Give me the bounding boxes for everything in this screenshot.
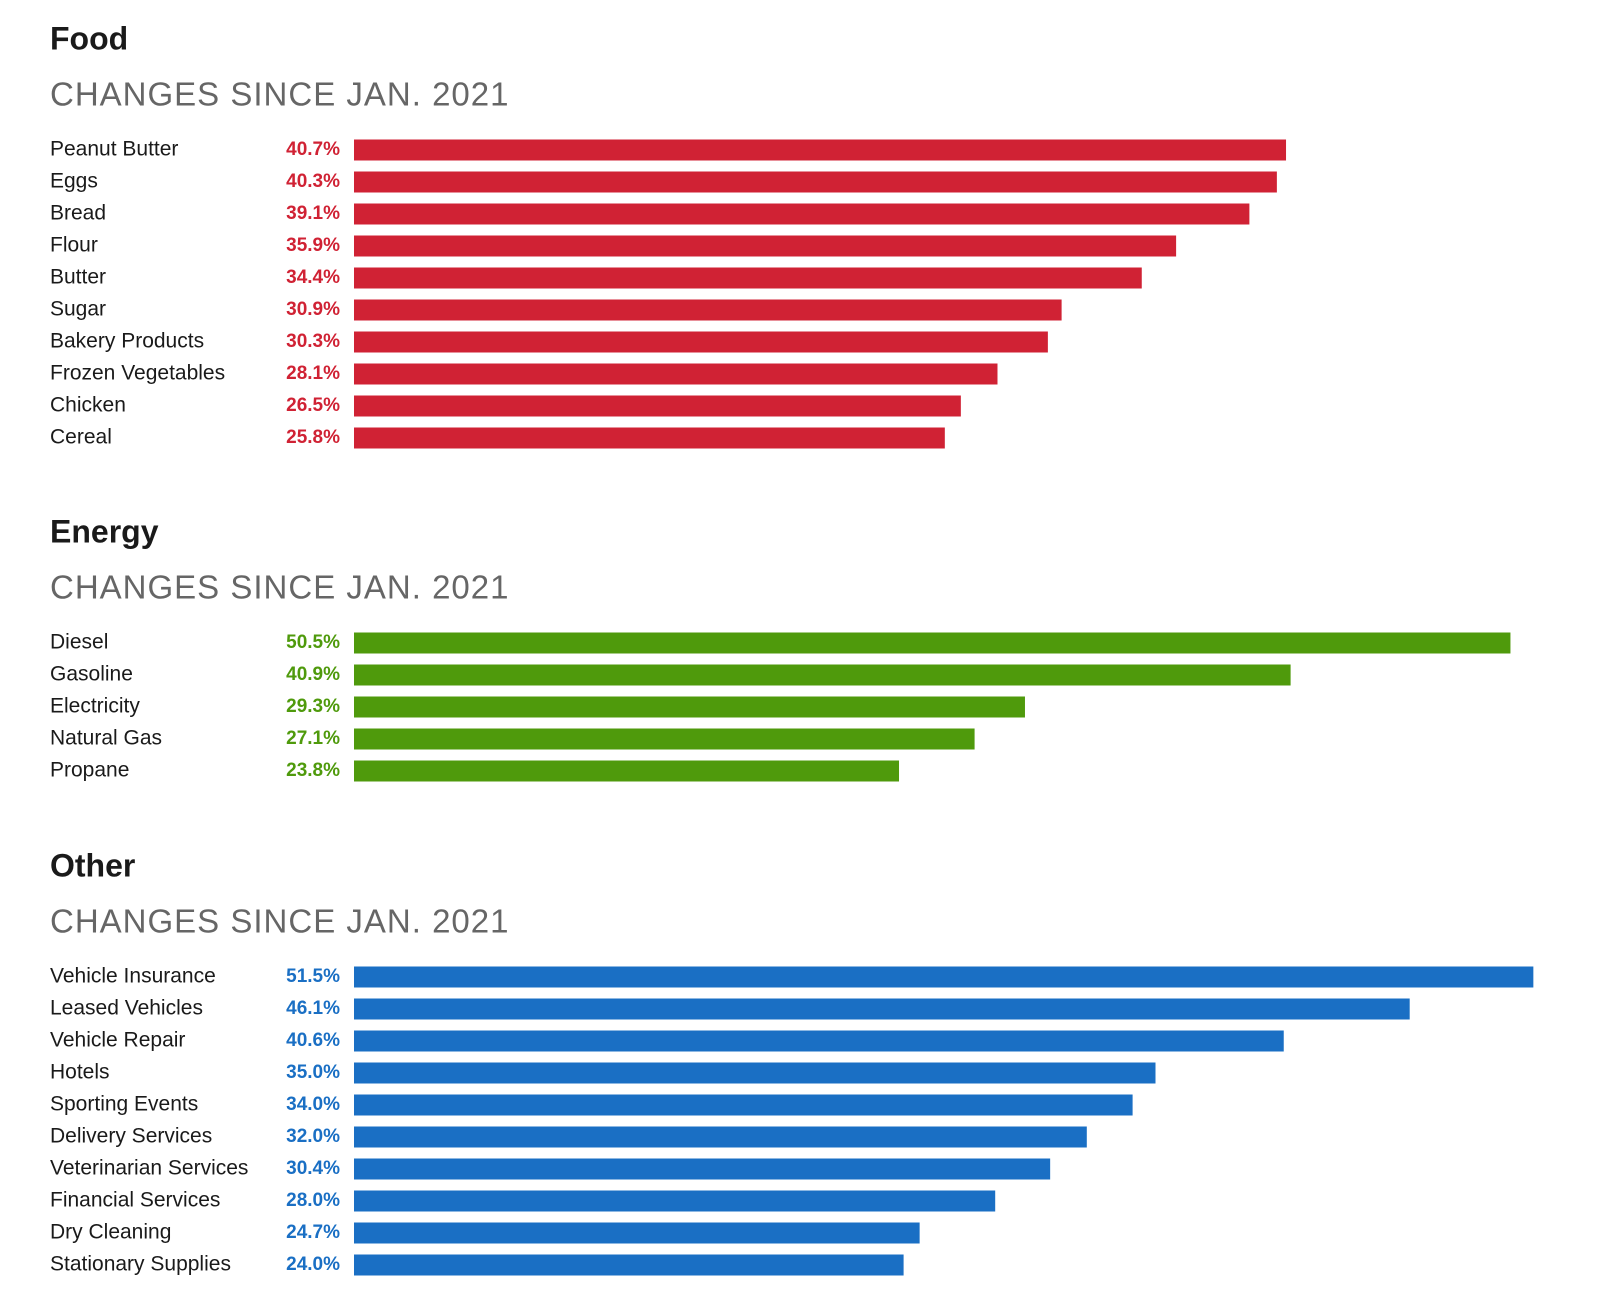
- bar: [354, 331, 1048, 353]
- value-label: 35.9%: [286, 235, 340, 256]
- category-label: Peanut Butter: [50, 138, 178, 161]
- value-label: 24.7%: [286, 1222, 340, 1243]
- category-label: Frozen Vegetables: [50, 362, 225, 385]
- value-label: 30.4%: [286, 1158, 340, 1179]
- bar: [354, 267, 1142, 289]
- bar: [354, 171, 1277, 193]
- category-label: Flour: [50, 234, 98, 257]
- chart-title: Energy: [50, 513, 159, 549]
- value-label: 32.0%: [286, 1126, 340, 1147]
- bar: [354, 1062, 1156, 1084]
- category-label: Gasoline: [50, 663, 133, 686]
- bar: [354, 299, 1062, 321]
- value-label: 40.7%: [286, 139, 340, 160]
- category-label: Financial Services: [50, 1189, 220, 1212]
- category-label: Chicken: [50, 394, 126, 417]
- value-label: 26.5%: [286, 395, 340, 416]
- category-label: Natural Gas: [50, 727, 162, 750]
- category-label: Electricity: [50, 695, 140, 718]
- value-label: 30.9%: [286, 299, 340, 320]
- bar: [354, 1222, 920, 1244]
- bar: [354, 1190, 996, 1212]
- value-label: 28.0%: [286, 1190, 340, 1211]
- value-label: 23.8%: [286, 760, 340, 781]
- bar: [354, 1030, 1284, 1052]
- category-label: Cereal: [50, 426, 112, 449]
- category-label: Propane: [50, 759, 129, 782]
- bar: [354, 1126, 1087, 1148]
- value-label: 46.1%: [286, 998, 340, 1019]
- chart-title: Food: [50, 20, 128, 56]
- category-label: Vehicle Repair: [50, 1029, 185, 1052]
- bar: [354, 427, 945, 449]
- category-label: Sporting Events: [50, 1093, 198, 1116]
- category-label: Stationary Supplies: [50, 1253, 231, 1276]
- value-label: 40.9%: [286, 664, 340, 685]
- bar: [354, 203, 1250, 225]
- bar: [354, 664, 1291, 686]
- category-label: Veterinarian Services: [50, 1157, 248, 1180]
- value-label: 34.4%: [286, 267, 340, 288]
- category-label: Bakery Products: [50, 330, 204, 353]
- bar: [354, 1158, 1051, 1180]
- chart-subtitle: CHANGES SINCE JAN. 2021: [50, 903, 509, 940]
- bar: [354, 363, 998, 385]
- value-label: 35.0%: [286, 1062, 340, 1083]
- category-label: Diesel: [50, 631, 108, 654]
- value-label: 30.3%: [286, 331, 340, 352]
- chart-title: Other: [50, 847, 135, 883]
- value-label: 28.1%: [286, 363, 340, 384]
- bar: [354, 139, 1287, 161]
- value-label: 51.5%: [286, 966, 340, 987]
- chart-subtitle: CHANGES SINCE JAN. 2021: [50, 569, 509, 606]
- bar: [354, 1094, 1133, 1116]
- value-label: 39.1%: [286, 203, 340, 224]
- value-label: 50.5%: [286, 632, 340, 653]
- value-label: 40.3%: [286, 171, 340, 192]
- bar: [354, 1254, 904, 1276]
- value-label: 40.6%: [286, 1030, 340, 1051]
- bar: [354, 966, 1534, 988]
- bar: [354, 632, 1511, 654]
- category-label: Dry Cleaning: [50, 1221, 171, 1244]
- category-label: Bread: [50, 202, 106, 225]
- value-label: 29.3%: [286, 696, 340, 717]
- chart-subtitle: CHANGES SINCE JAN. 2021: [50, 76, 509, 113]
- value-label: 27.1%: [286, 728, 340, 749]
- value-label: 34.0%: [286, 1094, 340, 1115]
- bar: [354, 235, 1177, 257]
- bar: [354, 395, 961, 417]
- bar: [354, 760, 900, 782]
- category-label: Butter: [50, 266, 106, 289]
- bar: [354, 728, 975, 750]
- category-label: Delivery Services: [50, 1125, 212, 1148]
- value-label: 24.0%: [286, 1254, 340, 1275]
- bar: [354, 998, 1410, 1020]
- value-label: 25.8%: [286, 427, 340, 448]
- category-label: Leased Vehicles: [50, 997, 203, 1020]
- bar: [354, 696, 1025, 718]
- category-label: Sugar: [50, 298, 106, 321]
- category-label: Hotels: [50, 1061, 110, 1084]
- category-label: Vehicle Insurance: [50, 965, 216, 988]
- category-label: Eggs: [50, 170, 98, 193]
